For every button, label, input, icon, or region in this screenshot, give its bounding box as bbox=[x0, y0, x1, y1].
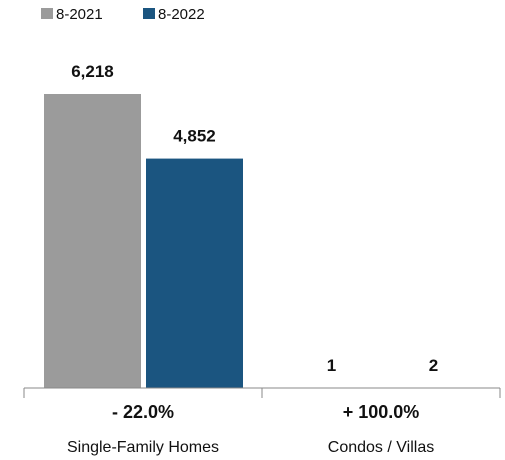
legend: 8-2021 8-2022 bbox=[41, 6, 205, 23]
change-label-single-family: - 22.0% bbox=[112, 402, 174, 422]
legend-label-8-2021: 8-2021 bbox=[56, 6, 103, 23]
bar-single-family-homes-8-2022 bbox=[146, 158, 243, 388]
legend-swatch-8-2022 bbox=[143, 8, 155, 19]
bar-single-family-homes-8-2021 bbox=[44, 94, 141, 388]
category-label-single-family: Single-Family Homes bbox=[67, 439, 219, 456]
value-label-condos-villas-8-2022: 2 bbox=[429, 356, 438, 375]
value-label-single-family-homes-8-2021: 6,218 bbox=[71, 62, 114, 81]
legend-label-8-2022: 8-2022 bbox=[158, 6, 205, 23]
value-label-single-family-homes-8-2022: 4,852 bbox=[173, 127, 216, 146]
value-label-condos-villas-8-2021: 1 bbox=[327, 356, 336, 375]
category-label-condos: Condos / Villas bbox=[328, 439, 434, 456]
change-label-condos: + 100.0% bbox=[343, 402, 420, 422]
legend-swatch-8-2021 bbox=[41, 8, 53, 19]
x-axis bbox=[23, 387, 501, 398]
category-labels: - 22.0% Single-Family Homes + 100.0% Con… bbox=[67, 402, 434, 456]
bars: 6,218 4,852 1 2 bbox=[44, 62, 482, 388]
